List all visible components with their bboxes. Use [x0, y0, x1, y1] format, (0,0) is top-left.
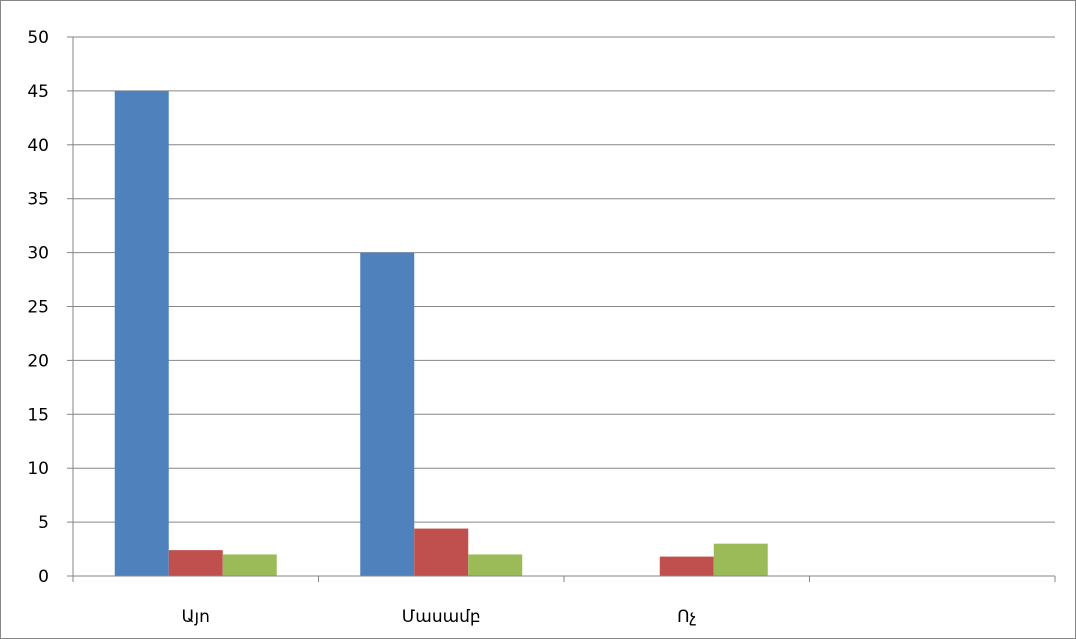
y-tick-label: 20 — [27, 351, 49, 371]
bar — [222, 554, 277, 576]
bar — [659, 556, 714, 576]
bar — [114, 90, 169, 577]
y-tick-label: 50 — [27, 28, 49, 48]
axis-labels: 0 5 10 15 20 25 30 35 40 45 50 Այո Մասամբ Ոչ — [27, 28, 696, 627]
x-category-label: Այո — [182, 607, 210, 627]
bars — [114, 90, 768, 577]
bar — [360, 252, 415, 576]
gridlines — [73, 36, 1055, 523]
axes — [67, 36, 1056, 582]
y-tick-label: 35 — [27, 190, 49, 210]
x-category-label: Ոչ — [677, 607, 696, 627]
y-tick-label: 30 — [27, 244, 49, 264]
y-tick-label: 10 — [27, 459, 49, 479]
y-tick-label: 25 — [27, 298, 49, 318]
y-tick-label: 40 — [27, 136, 49, 156]
bar — [713, 543, 768, 576]
y-tick-label: 45 — [27, 82, 49, 102]
y-tick-label: 0 — [38, 567, 49, 587]
y-tick-label: 5 — [38, 513, 49, 533]
bar — [468, 554, 523, 576]
bar — [168, 550, 223, 576]
y-tick-label: 15 — [27, 405, 49, 425]
bar — [414, 528, 469, 576]
x-category-label: Մասամբ — [402, 607, 481, 627]
